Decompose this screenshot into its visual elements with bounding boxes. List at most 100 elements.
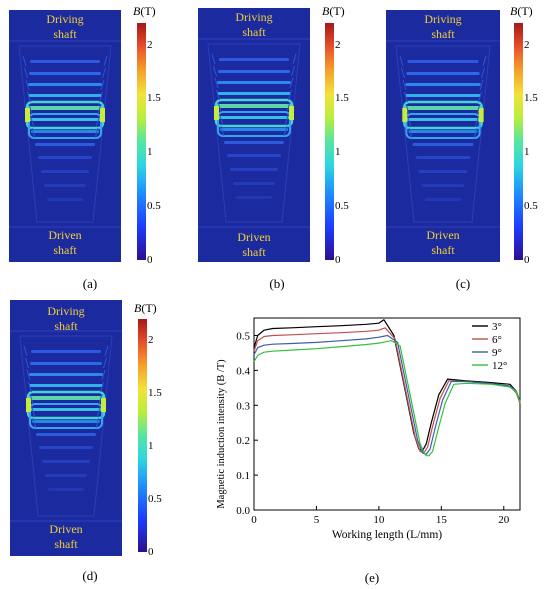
gear-outline	[19, 335, 113, 517]
side-link	[22, 55, 27, 67]
colorbar-tick-label: 1	[148, 440, 154, 453]
side-link	[291, 65, 295, 77]
side-link	[100, 381, 104, 393]
side-link	[407, 115, 411, 127]
x-tick-label: 20	[498, 514, 510, 526]
colorbar-tick-label: 0	[148, 546, 154, 558]
gear-tooth-band	[47, 198, 83, 201]
panel-d: Driving shaft Driven shaft B(T) (d) 2 1.5 1 0…	[0, 298, 180, 589]
gear-tooth-band	[219, 58, 289, 61]
field-hotspot	[478, 108, 484, 122]
legend-label: 12°	[492, 360, 507, 372]
side-link	[219, 113, 223, 125]
panel-label-d: (d)	[82, 568, 98, 583]
y-tick-label: 0.3	[236, 400, 250, 412]
side-link	[289, 77, 294, 89]
gear-tooth-band	[31, 130, 99, 133]
side-link	[29, 393, 34, 405]
gear-tooth-band	[407, 60, 479, 63]
side-link	[97, 405, 101, 417]
panel-c: Driving shaft Driven shaft B(T) (c) 2 1.5 1 0…	[380, 0, 550, 300]
y-tick-label: 0.5	[236, 330, 250, 342]
gear-tooth-band	[406, 72, 480, 75]
field-hotspot	[100, 108, 105, 122]
y-tick-label: 0.1	[236, 470, 250, 482]
gear-tooth-band	[415, 156, 471, 159]
gear-tooth-band	[28, 83, 102, 86]
gear-tooth-band	[32, 420, 100, 423]
gear-outline	[207, 43, 301, 223]
gear-tooth-band	[405, 83, 481, 86]
legend-label: 3°	[492, 321, 502, 333]
gear-tooth-band	[29, 408, 103, 411]
side-link	[402, 79, 407, 91]
colorbar-c	[514, 23, 523, 260]
side-link	[475, 115, 479, 127]
side-link	[25, 79, 30, 91]
series-line-3	[253, 340, 521, 457]
plot-frame	[253, 317, 521, 511]
side-link	[25, 357, 29, 369]
colorbar-tick-label: 0	[524, 254, 530, 266]
high-field-ring	[405, 113, 481, 139]
gear-tooth-band	[408, 130, 478, 133]
side-link	[26, 369, 31, 381]
colorbar-tick-label: 0	[335, 254, 341, 266]
side-link	[213, 65, 217, 77]
gear-tooth-band	[233, 182, 275, 185]
side-link	[220, 125, 225, 137]
gear-tooth-band	[217, 92, 291, 95]
gear-tooth-band	[421, 184, 465, 187]
side-link	[28, 381, 32, 393]
side-link	[31, 405, 35, 417]
driving-shaft-label-a: Driving shaft	[46, 12, 84, 41]
gear-tooth-band	[412, 143, 474, 146]
gear-tooth-band	[31, 350, 101, 353]
side-link	[100, 79, 105, 91]
driven-shaft-label-d: Driven shaft	[49, 522, 83, 551]
simulation-plot-c: Driving shaft Driven shaft	[386, 10, 500, 262]
colorbar-tick-label: 2	[148, 334, 154, 347]
driving-shaft-label-c: Driving shaft	[424, 12, 462, 41]
x-tick-label: 15	[436, 514, 448, 526]
side-link	[30, 115, 34, 127]
field-hotspot	[101, 398, 106, 412]
side-link	[286, 101, 291, 113]
driving-shaft-label-b: Driving shaft	[235, 10, 273, 39]
colorbar-title-b: B(T)	[322, 4, 345, 18]
gear-tooth-band	[29, 384, 103, 387]
panel-label-e: (e)	[364, 570, 380, 585]
driven-shaft-label-c: Driven shaft	[426, 228, 460, 257]
side-link	[405, 103, 410, 115]
colorbar-b	[325, 23, 334, 260]
side-link	[31, 127, 36, 139]
high-field-ring	[29, 403, 103, 429]
panel-label-b: (b)	[269, 276, 285, 291]
panel-label-a: (a)	[82, 276, 98, 291]
gear-tooth-band	[36, 433, 96, 436]
x-tick-label: 5	[314, 514, 320, 526]
gear-tooth-band	[27, 106, 103, 110]
driving-shaft-label-d: Driving shaft	[47, 304, 85, 333]
side-link	[97, 103, 102, 115]
colorbar-tick-label: 0	[147, 254, 153, 266]
magnetic-induction-chart: 0 5 10 15 20 0.0 0.1 0.2 0.3 0.4 0.5 Working length…	[216, 317, 521, 541]
colorbar-title-c: B(T)	[510, 4, 533, 18]
gear-tooth-band	[404, 106, 482, 110]
gear-tooth-band	[30, 362, 102, 365]
gear-field-map-a	[9, 10, 121, 262]
legend-label: 6°	[492, 334, 502, 346]
gear-tooth-band	[230, 168, 278, 171]
colorbar-tick-label: 0.5	[148, 493, 162, 506]
gear-tooth-band	[216, 104, 292, 108]
gear-field-map-c	[386, 10, 500, 262]
panel-b: Driving shaft Driven shaft B(T) (b) 2 1.5 1 0…	[190, 0, 370, 300]
colorbar-title-a: B(T)	[133, 4, 156, 18]
gear-tooth-band	[217, 116, 291, 119]
simulation-plot-a: Driving shaft Driven shaft	[9, 10, 121, 262]
gear-tooth-band	[42, 460, 90, 463]
series-line-1	[253, 327, 521, 454]
panel-a: Driving shaft Driven shaft B(T) (a) 2 1.5 1 0…	[0, 0, 180, 300]
colorbar-tick-label: 1.5	[148, 387, 162, 400]
high-field-ring	[217, 111, 291, 137]
